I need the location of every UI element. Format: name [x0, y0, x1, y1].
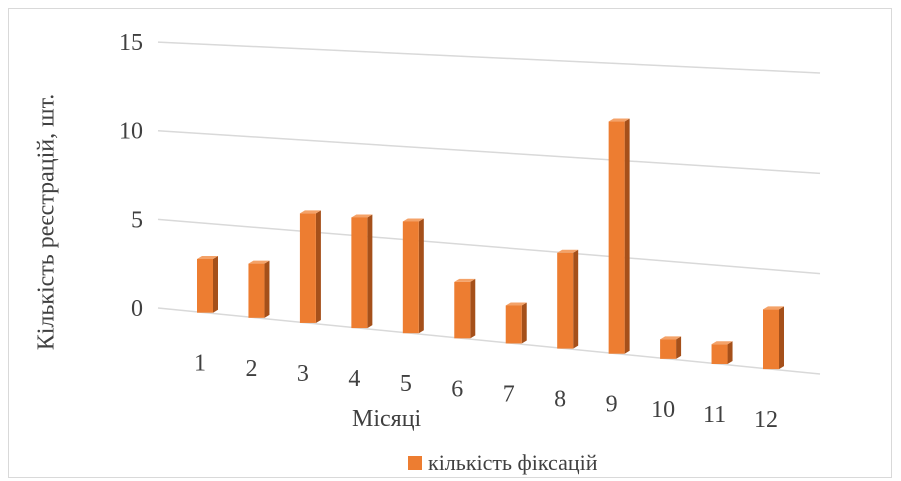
legend-swatch	[408, 456, 422, 470]
bar-side	[779, 306, 784, 370]
bar-front	[711, 344, 728, 364]
bar-front	[299, 213, 316, 323]
bar-top	[248, 260, 270, 264]
gridline	[157, 129, 821, 175]
x-tick-label: 1	[194, 351, 206, 377]
bar-side	[624, 118, 630, 354]
bar-side	[315, 210, 321, 323]
bar-top	[197, 256, 218, 260]
bar-front	[454, 281, 471, 339]
bar-side	[418, 218, 424, 334]
bar-front	[557, 252, 574, 349]
x-tick-label: 7	[503, 381, 515, 407]
bar-side	[521, 302, 527, 344]
bar-front	[197, 259, 213, 313]
bar-side	[367, 214, 373, 329]
bar	[763, 306, 784, 370]
bar-top	[608, 118, 630, 122]
bar	[505, 302, 527, 344]
bar-front	[402, 221, 419, 334]
bar-front	[608, 121, 625, 354]
y-tick-labels: 0 5 10 15	[119, 30, 143, 322]
bar	[454, 278, 476, 339]
y-tick-label: 0	[131, 296, 143, 322]
bar-side	[213, 256, 218, 313]
gridlines	[157, 41, 821, 375]
bar-top	[402, 218, 424, 222]
gridline	[157, 41, 821, 74]
bar	[299, 210, 321, 323]
x-tick-label: 3	[297, 361, 309, 387]
bar-side	[470, 278, 476, 339]
bar-front	[660, 339, 677, 359]
y-tick-label: 15	[119, 30, 143, 56]
x-axis-title: Місяці	[352, 406, 422, 432]
x-tick-label: 4	[348, 366, 360, 392]
x-tick-label: 2	[245, 356, 257, 382]
x-tick-label: 6	[451, 376, 463, 402]
bar	[248, 260, 270, 318]
x-tick-label: 10	[651, 397, 675, 423]
bar-front	[248, 263, 265, 318]
bar-front	[763, 309, 779, 370]
bar-top	[351, 214, 373, 218]
bar-side	[264, 260, 270, 318]
bar	[608, 118, 630, 354]
legend-label: кількість фіксацій	[428, 450, 598, 475]
bar	[557, 249, 579, 349]
bar	[660, 336, 682, 359]
x-tick-label: 9	[606, 392, 618, 418]
bar-front	[351, 217, 368, 329]
gridline	[157, 218, 821, 275]
bars	[197, 118, 784, 370]
bar	[711, 341, 733, 364]
bar	[351, 214, 373, 329]
bar-side	[727, 341, 733, 364]
bar-top	[299, 210, 321, 214]
bar-side	[676, 336, 682, 359]
bar-top	[557, 249, 579, 253]
x-tick-label: 11	[703, 402, 726, 428]
bar-top	[711, 341, 733, 345]
x-tick-label: 8	[554, 387, 566, 413]
y-tick-label: 5	[131, 207, 143, 233]
gridline	[157, 307, 821, 375]
bar-front	[505, 305, 522, 344]
bar	[402, 218, 424, 334]
bar-top	[763, 306, 784, 310]
bar-top	[660, 336, 682, 340]
legend: кількість фіксацій	[408, 450, 598, 476]
x-tick-label: 5	[400, 371, 412, 397]
y-tick-label: 10	[119, 119, 143, 145]
y-axis-title: Кількість реєстрацій, шт.	[33, 93, 60, 351]
x-tick-labels: 1 2 3 4 5 6 7 8 9 10 11 12	[194, 351, 778, 433]
bar	[197, 256, 218, 313]
x-tick-label: 12	[754, 407, 778, 433]
bar-side	[573, 249, 579, 349]
bar-top	[454, 278, 476, 282]
bar-top	[505, 302, 527, 306]
